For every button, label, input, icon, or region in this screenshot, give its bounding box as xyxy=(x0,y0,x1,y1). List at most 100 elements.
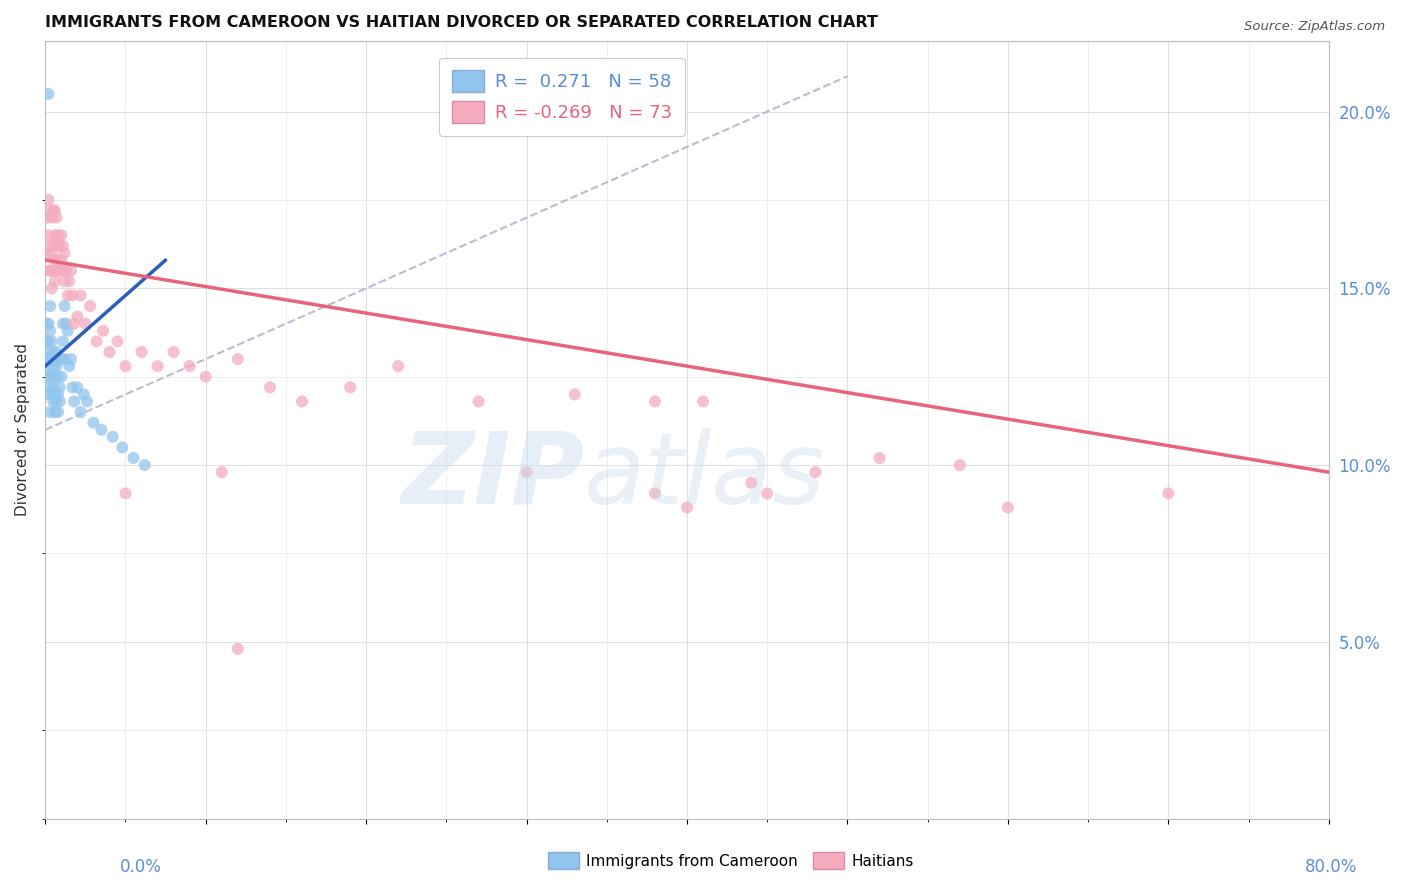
Point xyxy=(63,317,86,331)
Point xyxy=(82,416,104,430)
Point xyxy=(45,211,67,225)
Point xyxy=(39,345,62,359)
Point xyxy=(62,380,84,394)
Point xyxy=(146,359,169,373)
Point xyxy=(107,334,129,349)
Point xyxy=(387,359,409,373)
Point xyxy=(35,369,58,384)
Point xyxy=(53,274,76,288)
Point xyxy=(56,288,79,302)
Point xyxy=(90,423,112,437)
Point xyxy=(51,352,73,367)
Point xyxy=(51,369,73,384)
Point xyxy=(44,387,66,401)
Point xyxy=(45,345,67,359)
Point xyxy=(42,345,65,359)
Text: atlas: atlas xyxy=(585,428,825,524)
Point xyxy=(86,334,108,349)
Point xyxy=(37,369,59,384)
Point xyxy=(69,288,91,302)
Point xyxy=(41,246,63,260)
Text: 0.0%: 0.0% xyxy=(120,858,162,876)
Point xyxy=(37,228,59,243)
Point xyxy=(740,475,762,490)
Y-axis label: Divorced or Separated: Divorced or Separated xyxy=(15,343,30,516)
Point xyxy=(291,394,314,409)
Point xyxy=(134,458,156,472)
Point xyxy=(35,352,58,367)
Point xyxy=(52,263,75,277)
Point xyxy=(53,352,76,367)
Point xyxy=(59,263,82,277)
Point xyxy=(48,394,70,409)
Point xyxy=(194,369,217,384)
Point xyxy=(111,441,134,455)
Point xyxy=(42,380,65,394)
Point xyxy=(45,239,67,253)
Point xyxy=(41,334,63,349)
Point xyxy=(44,228,66,243)
Point xyxy=(41,281,63,295)
Point xyxy=(564,387,586,401)
Point xyxy=(59,352,82,367)
Point xyxy=(39,263,62,277)
Point xyxy=(48,380,70,394)
Point xyxy=(949,458,972,472)
Point xyxy=(756,486,779,500)
Point xyxy=(55,263,77,277)
Point xyxy=(58,274,80,288)
Point xyxy=(42,394,65,409)
Point xyxy=(35,334,58,349)
Text: 80.0%: 80.0% xyxy=(1305,858,1357,876)
Point xyxy=(226,352,249,367)
Point xyxy=(114,359,136,373)
Legend: Immigrants from Cameroon, Haitians: Immigrants from Cameroon, Haitians xyxy=(543,846,920,875)
Point xyxy=(37,263,59,277)
Point xyxy=(179,359,201,373)
Point xyxy=(114,486,136,500)
Point xyxy=(53,299,76,313)
Point xyxy=(42,239,65,253)
Point xyxy=(39,299,62,313)
Point xyxy=(39,239,62,253)
Point xyxy=(997,500,1019,515)
Point xyxy=(76,394,98,409)
Point xyxy=(48,239,70,253)
Point xyxy=(39,324,62,338)
Point xyxy=(46,387,69,401)
Point xyxy=(73,387,96,401)
Point xyxy=(211,465,233,479)
Point xyxy=(37,334,59,349)
Point xyxy=(869,450,891,465)
Point xyxy=(37,87,59,101)
Point xyxy=(101,430,124,444)
Point xyxy=(56,324,79,338)
Point xyxy=(46,369,69,384)
Point xyxy=(644,394,666,409)
Point xyxy=(259,380,281,394)
Point xyxy=(35,211,58,225)
Point xyxy=(226,642,249,657)
Point xyxy=(44,405,66,419)
Point xyxy=(676,500,699,515)
Text: IMMIGRANTS FROM CAMEROON VS HAITIAN DIVORCED OR SEPARATED CORRELATION CHART: IMMIGRANTS FROM CAMEROON VS HAITIAN DIVO… xyxy=(45,15,879,30)
Point xyxy=(63,394,86,409)
Point xyxy=(37,193,59,207)
Point xyxy=(45,263,67,277)
Point xyxy=(37,352,59,367)
Point xyxy=(39,405,62,419)
Point xyxy=(162,345,184,359)
Point xyxy=(46,253,69,268)
Point xyxy=(52,317,75,331)
Point xyxy=(46,405,69,419)
Point xyxy=(41,369,63,384)
Point xyxy=(644,486,666,500)
Point xyxy=(35,317,58,331)
Point xyxy=(44,203,66,218)
Point xyxy=(69,405,91,419)
Point xyxy=(98,345,121,359)
Point xyxy=(75,317,97,331)
Point xyxy=(41,211,63,225)
Point xyxy=(467,394,489,409)
Point xyxy=(37,387,59,401)
